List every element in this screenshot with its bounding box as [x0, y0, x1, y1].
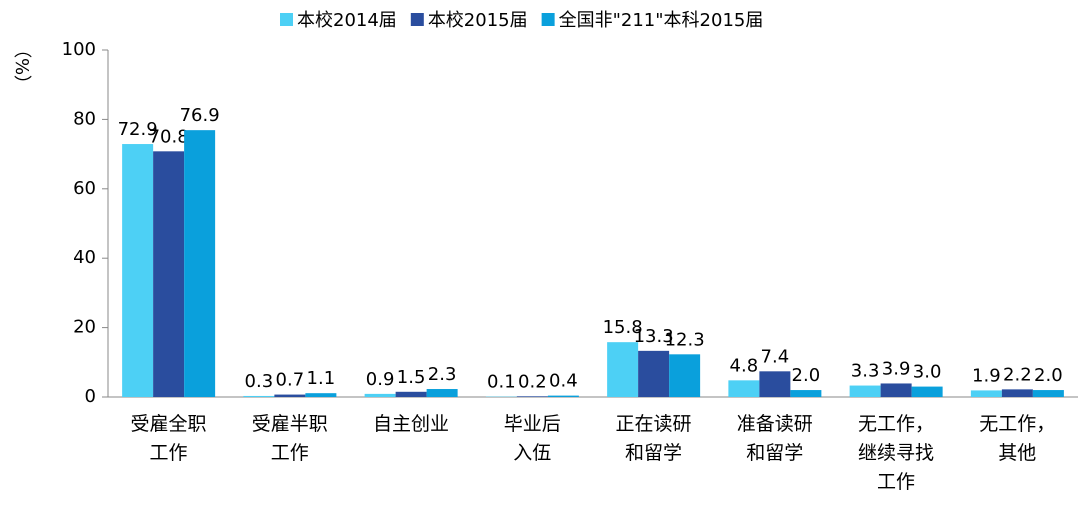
bar	[122, 144, 154, 397]
value-label: 2.3	[428, 364, 457, 385]
bar	[426, 389, 458, 397]
y-axis-label: （%）	[11, 40, 32, 94]
bar	[184, 130, 216, 398]
x-tick-label: 无工作， 其他	[979, 413, 1056, 464]
y-tick-label: 80	[73, 108, 96, 129]
x-tick-label: 受雇全职 工作	[130, 413, 207, 464]
value-label: 3.3	[851, 361, 880, 382]
value-label: 0.2	[518, 371, 547, 392]
x-tick-label: 自主创业	[372, 413, 449, 435]
value-label: 72.9	[118, 119, 158, 140]
legend-label: 全国非"211"本科2015届	[559, 10, 764, 31]
bar	[153, 151, 185, 397]
y-tick-label: 60	[73, 178, 96, 199]
value-label: 2.0	[792, 365, 821, 386]
bar	[669, 354, 701, 397]
bar	[759, 371, 791, 397]
x-tick-label: 准备读研 和留学	[736, 413, 813, 464]
value-label: 15.8	[603, 317, 643, 338]
value-label: 2.2	[1003, 364, 1032, 385]
legend-label: 本校2015届	[428, 10, 528, 31]
value-label: 1.9	[972, 365, 1001, 386]
legend-label: 本校2014届	[297, 10, 397, 31]
value-label: 0.3	[245, 371, 274, 392]
value-label: 7.4	[761, 346, 790, 367]
value-label: 0.7	[276, 370, 305, 391]
bar	[849, 385, 881, 397]
y-tick-label: 100	[62, 39, 96, 60]
value-label: 3.0	[913, 362, 942, 383]
bar	[1001, 389, 1033, 397]
value-label: 1.5	[397, 367, 426, 388]
bar	[911, 386, 943, 397]
value-label: 3.9	[882, 358, 911, 379]
y-tick-label: 20	[73, 317, 96, 338]
value-label: 0.9	[366, 369, 395, 390]
value-label: 0.4	[549, 371, 578, 392]
legend-swatch	[541, 13, 555, 26]
bar	[305, 393, 337, 397]
bar	[364, 393, 396, 397]
bar	[790, 390, 822, 397]
bar	[970, 390, 1002, 397]
value-label: 76.9	[180, 105, 220, 126]
value-label: 70.8	[149, 126, 189, 147]
value-label: 12.3	[665, 329, 705, 350]
bar	[880, 383, 912, 397]
bar	[395, 391, 427, 397]
x-tick-label: 无工作， 继续寻找 工作	[857, 413, 934, 493]
x-tick-label: 正在读研 和留学	[615, 413, 692, 464]
bar	[728, 380, 760, 397]
value-label: 2.0	[1034, 365, 1063, 386]
bar	[243, 395, 275, 397]
bar	[1032, 390, 1064, 397]
y-tick-label: 0	[85, 386, 96, 407]
value-label: 0.1	[487, 372, 516, 393]
value-label: 1.1	[307, 368, 336, 389]
y-tick-label: 40	[73, 247, 96, 268]
bar	[274, 394, 306, 397]
bar	[516, 396, 548, 397]
value-label: 13.3	[634, 326, 674, 347]
bar	[638, 350, 670, 397]
bar	[607, 342, 639, 397]
x-tick-label: 受雇半职 工作	[251, 413, 328, 464]
value-label: 4.8	[730, 355, 759, 376]
x-tick-label: 毕业后 入伍	[503, 413, 561, 464]
legend-swatch	[410, 13, 424, 26]
bar	[547, 395, 579, 397]
legend-swatch	[280, 13, 293, 26]
